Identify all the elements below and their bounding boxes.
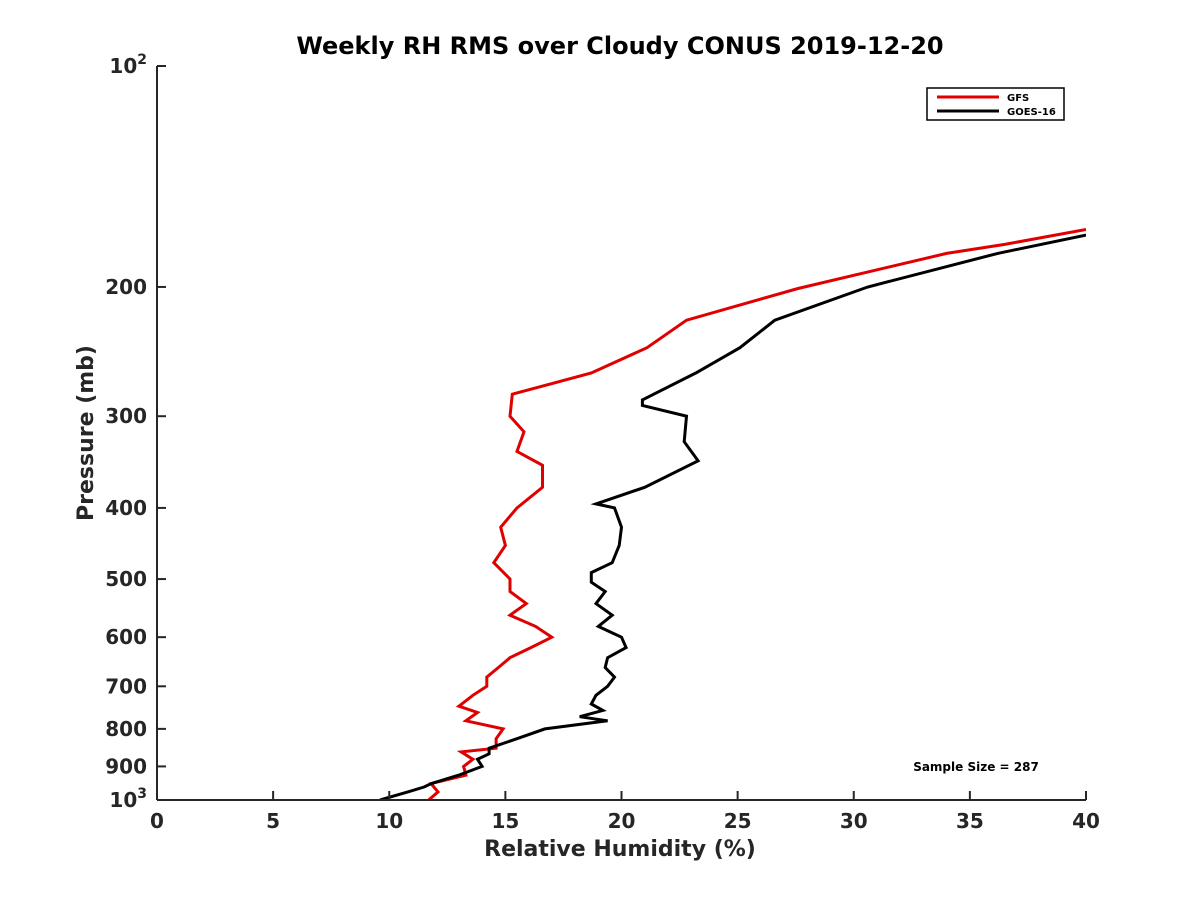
x-tick-label: 10 bbox=[375, 809, 403, 833]
x-axis-title: Relative Humidity (%) bbox=[484, 837, 756, 862]
x-tick-label: 0 bbox=[150, 809, 164, 833]
y-tick-label: 200 bbox=[105, 275, 147, 299]
series-layer bbox=[379, 228, 1086, 800]
y-tick-label: 500 bbox=[105, 567, 147, 591]
y-tick-label: 300 bbox=[105, 404, 147, 428]
y-axis-title: Pressure (mb) bbox=[74, 345, 99, 521]
legend-label: GOES-16 bbox=[1007, 107, 1056, 118]
legend-box bbox=[926, 87, 1065, 121]
y-tick-label: 103 bbox=[109, 786, 147, 812]
y-tick-label: 600 bbox=[105, 625, 147, 649]
x-tick-label: 35 bbox=[956, 809, 984, 833]
x-tick-label: 15 bbox=[491, 809, 519, 833]
x-tick-label: 20 bbox=[608, 809, 636, 833]
axes-layer: 0 5 10 15 20 25 30 35 40 102 200 300 400 500 600 700 800… bbox=[105, 52, 1100, 833]
y-tick-label: 700 bbox=[105, 674, 147, 698]
legend-label: GFS bbox=[1007, 93, 1029, 104]
x-tick-label: 40 bbox=[1072, 809, 1100, 833]
chart-title: Weekly RH RMS over Cloudy CONUS 2019-12-… bbox=[296, 32, 943, 60]
y-tick-label: 900 bbox=[105, 754, 147, 778]
legend: GFS GOES-16 bbox=[926, 87, 1065, 121]
series-line-goes-16 bbox=[379, 233, 1086, 800]
y-tick-label: 102 bbox=[109, 52, 147, 78]
x-tick-label: 5 bbox=[266, 809, 280, 833]
y-tick-label: 800 bbox=[105, 717, 147, 741]
y-tick-label: 400 bbox=[105, 496, 147, 520]
sample-size-annotation: Sample Size = 287 bbox=[913, 760, 1039, 774]
x-tick-label: 25 bbox=[724, 809, 752, 833]
x-tick-label: 30 bbox=[840, 809, 868, 833]
